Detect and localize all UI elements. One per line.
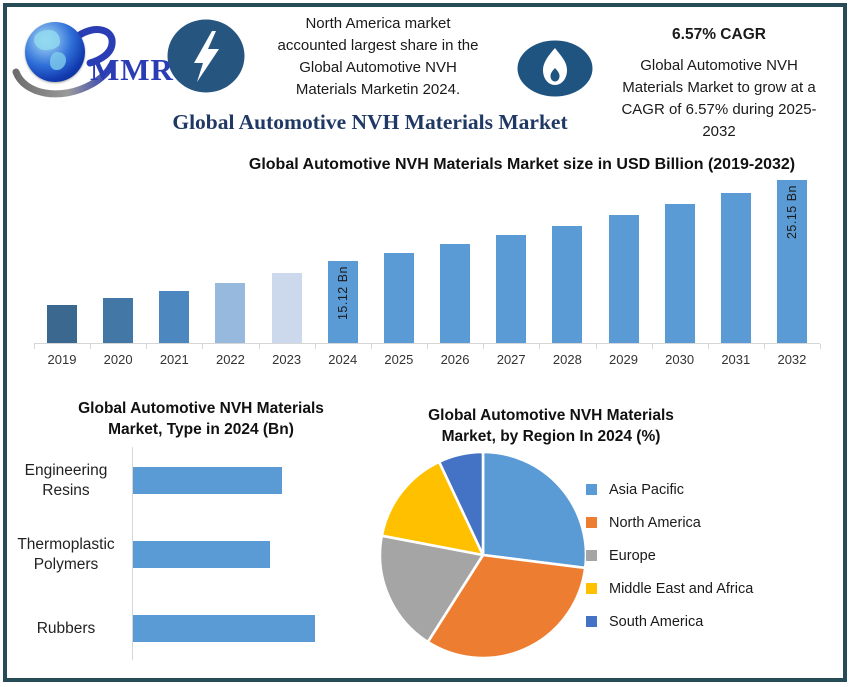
bar-2030 — [664, 204, 695, 343]
pie-slice-middle-east-and-africa — [380, 460, 485, 557]
x-axis-label-2030: 2030 — [665, 352, 695, 367]
legend-swatch — [586, 616, 597, 627]
type-chart-axis — [132, 447, 133, 660]
x-axis-label-2022: 2022 — [215, 352, 245, 367]
bar-2020 — [103, 297, 134, 343]
x-axis-label-2026: 2026 — [440, 352, 470, 367]
axis-tick — [146, 344, 148, 349]
logo-text: MMR — [90, 52, 174, 87]
cagr-body: Global Automotive NVH Materials Market t… — [621, 57, 817, 140]
legend-swatch — [586, 484, 597, 495]
legend-item-europe: Europe — [586, 539, 836, 572]
hbar-label-engineering-resins: Engineering Resins — [24, 461, 108, 499]
pie-slice-asia-pacific — [481, 450, 588, 570]
region-chart-title: Global Automotive NVH Materials Market, … — [428, 407, 674, 445]
mmr-logo: MMR — [12, 14, 173, 102]
x-axis-label-2031: 2031 — [721, 352, 751, 367]
bar-2028 — [552, 225, 583, 343]
x-axis-label-2023: 2023 — [272, 352, 302, 367]
bar-2031 — [720, 192, 751, 343]
x-axis-label-2019: 2019 — [47, 352, 77, 367]
type-bar-chart: Engineering Resins Thermoplastic Polymers… — [0, 0, 400, 687]
bar-2022 — [215, 282, 246, 343]
bar-2025 — [383, 253, 414, 343]
bar-2019 — [47, 304, 77, 343]
x-axis-label-2032: 2032 — [777, 352, 807, 367]
legend-swatch — [586, 550, 597, 561]
axis-tick — [707, 344, 709, 349]
bar-2026 — [440, 244, 471, 343]
x-axis-label-2025: 2025 — [384, 352, 414, 367]
bar-2021 — [159, 291, 190, 343]
axis-tick — [370, 344, 372, 349]
page-title: Global Automotive NVH Materials Market — [172, 110, 568, 134]
bar-2032: 25.15 Bn — [776, 180, 807, 343]
x-axis-label-2020: 2020 — [103, 352, 133, 367]
legend-item-south-america: South America — [586, 605, 836, 638]
axis-tick — [427, 344, 429, 349]
lightning-icon — [167, 19, 245, 93]
legend-label: Europe — [609, 547, 656, 564]
legend-label: Asia Pacific — [609, 481, 684, 498]
market-size-bar-chart: 2019 2020 2021 2022 2023 15.12 Bn 2024 2025 2026… — [34, 180, 822, 367]
pie-slice-europe — [378, 534, 485, 644]
axis-tick — [202, 344, 204, 349]
hbar-rubbers — [133, 615, 316, 642]
x-axis-label-2024: 2024 — [328, 352, 358, 367]
cagr-headline: 6.57% CAGR — [672, 26, 766, 43]
region-legend: Asia Pacific North America Europe Middle Ea… — [586, 473, 836, 638]
axis-tick — [651, 344, 653, 349]
hbar-thermoplastic-polymers — [133, 541, 270, 568]
axis-tick — [34, 344, 35, 349]
axis-tick — [258, 344, 260, 349]
axis-tick — [90, 344, 92, 349]
hbar-label-thermoplastic-polymers: Thermoplastic Polymers — [17, 535, 115, 573]
axis-tick — [483, 344, 485, 349]
globe-continent — [34, 30, 60, 50]
region-pie-chart — [378, 450, 588, 660]
legend-swatch — [586, 517, 597, 528]
logo-swoosh — [12, 26, 116, 98]
legend-item-middle-east-and-africa: Middle East and Africa — [586, 572, 836, 605]
flame-icon — [517, 40, 593, 97]
axis-tick — [595, 344, 597, 349]
bar-data-label: 25.15 Bn — [784, 185, 799, 240]
legend-item-asia-pacific: Asia Pacific — [586, 473, 836, 506]
x-axis — [34, 343, 820, 344]
hbar-engineering-resins — [133, 467, 282, 494]
cagr-block: 6.57% CAGR Global Automotive NVH Materia… — [600, 24, 838, 143]
legend-item-north-america: North America — [586, 506, 836, 539]
hbar-label-rubbers: Rubbers — [36, 619, 96, 637]
x-axis-label-2021: 2021 — [159, 352, 189, 367]
market-size-chart-title: Global Automotive NVH Materials Market s… — [248, 156, 796, 173]
axis-tick — [314, 344, 316, 349]
globe-continent — [50, 52, 66, 70]
x-axis-label-2029: 2029 — [609, 352, 638, 367]
bar-2027 — [496, 235, 527, 343]
bar-2023 — [271, 273, 302, 343]
bar-2024: 15.12 Bn — [327, 261, 358, 343]
legend-label: South America — [609, 613, 704, 630]
type-chart-title: Global Automotive NVH Materials Market, … — [78, 400, 324, 438]
axis-tick — [820, 344, 822, 349]
x-axis-label-2027: 2027 — [496, 352, 526, 367]
axis-tick — [763, 344, 765, 349]
bar-2029 — [608, 215, 639, 343]
legend-label: North America — [609, 514, 701, 531]
highlight-note: North America market accounted largest s… — [277, 15, 479, 98]
legend-swatch — [586, 583, 597, 594]
pie-slice-south-america — [437, 450, 485, 557]
x-axis-label-2028: 2028 — [552, 352, 582, 367]
legend-label: Middle East and Africa — [609, 580, 754, 597]
axis-tick — [539, 344, 541, 349]
